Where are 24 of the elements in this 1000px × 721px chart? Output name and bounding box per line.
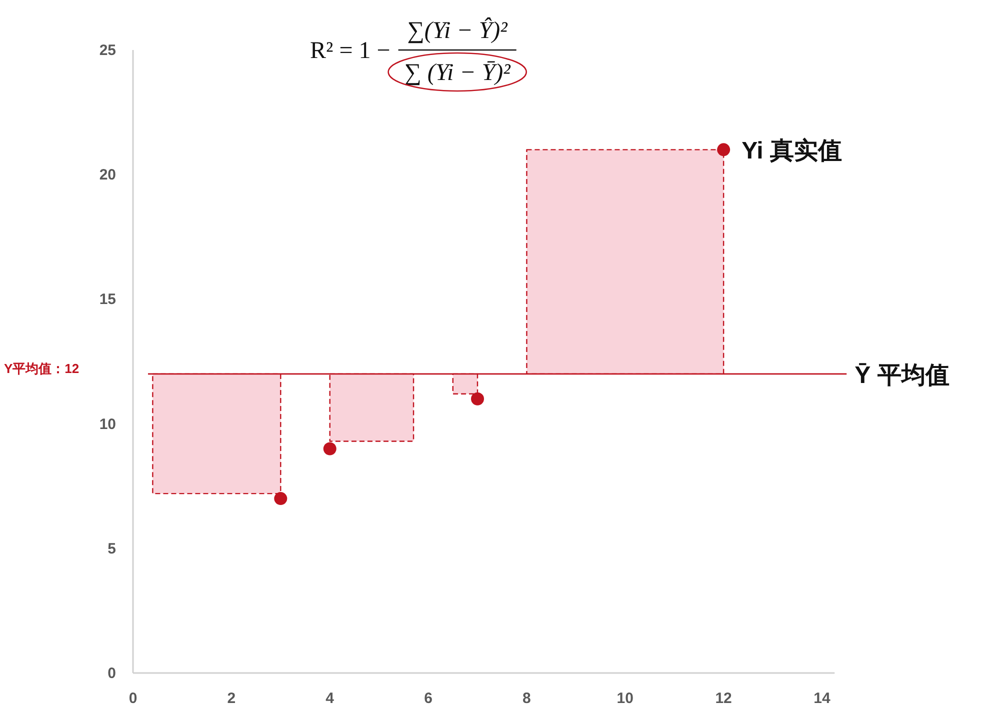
x-tick-label: 0 <box>128 690 138 707</box>
point <box>717 143 730 156</box>
y-tick-label: 10 <box>99 416 116 433</box>
y-tick-label: 20 <box>99 166 116 184</box>
annotation: Yi 真实值 <box>742 138 842 165</box>
x-tick-label: 14 <box>814 690 831 707</box>
x-tick-label: 4 <box>326 690 335 707</box>
x-tick-label: 12 <box>715 690 732 707</box>
ref-line-label: Y平均值：12 <box>4 360 80 376</box>
y-tick-label: 15 <box>99 291 116 308</box>
x-tick-label: 10 <box>616 690 634 707</box>
annotation: ∑ (Yi − Ȳ)² <box>404 60 512 86</box>
y-tick-label: 0 <box>108 665 116 682</box>
text: Ȳ 平均值 <box>854 362 950 389</box>
point <box>323 442 336 456</box>
y-tick-label: 25 <box>99 42 116 59</box>
y-tick-label: 5 <box>108 540 116 558</box>
point <box>471 392 484 406</box>
point <box>274 492 288 506</box>
x-tick-label: 6 <box>424 690 432 707</box>
annotation: R² = 1 − <box>310 38 390 64</box>
x-tick-label: 2 <box>227 690 236 707</box>
x-tick-label: 8 <box>522 690 531 707</box>
text: ∑(Yi − Ŷ)² <box>407 17 508 44</box>
